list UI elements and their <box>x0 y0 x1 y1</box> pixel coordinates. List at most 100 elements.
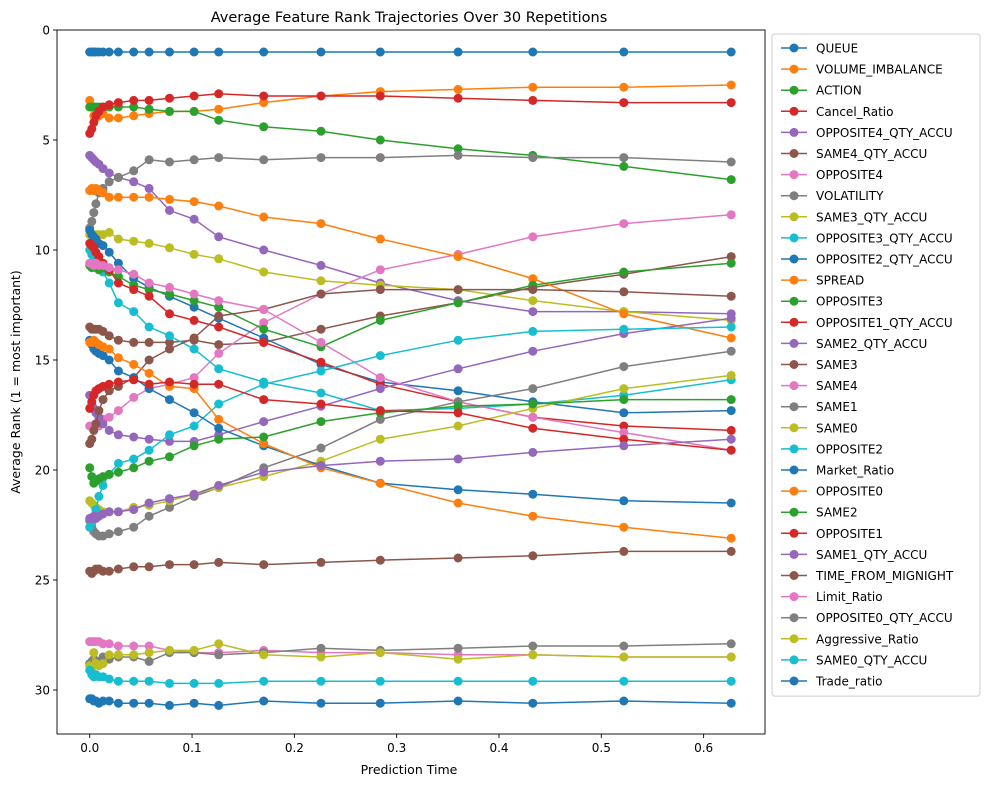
legend-label: VOLUME_IMBALANCE <box>816 63 943 77</box>
data-point <box>375 234 385 244</box>
data-point <box>453 47 463 57</box>
data-point <box>259 245 269 255</box>
data-point <box>375 351 385 361</box>
data-point <box>189 489 199 499</box>
series-Aggressive_Ratio <box>85 639 736 673</box>
data-point <box>726 370 736 380</box>
series-OPPOSITE0 <box>85 335 736 543</box>
legend-swatch-marker <box>789 549 799 559</box>
data-point <box>104 507 114 517</box>
data-point <box>316 388 326 398</box>
data-point <box>528 95 538 105</box>
data-point <box>259 417 269 427</box>
series-SPREAD <box>85 183 736 343</box>
data-point <box>113 641 123 651</box>
legend-label: SAME1 <box>816 400 858 414</box>
data-point <box>94 406 104 416</box>
data-point <box>113 406 123 416</box>
legend-label: Aggressive_Ratio <box>816 632 919 646</box>
data-point <box>453 654 463 664</box>
legend-item: Trade_ratio <box>781 675 883 689</box>
data-point <box>113 527 123 537</box>
data-point <box>98 419 108 429</box>
data-point <box>619 522 629 532</box>
data-point <box>129 562 139 572</box>
data-point <box>528 423 538 433</box>
data-point <box>619 98 629 108</box>
data-point <box>528 698 538 708</box>
data-point <box>259 212 269 222</box>
data-point <box>129 359 139 369</box>
series-SAME0_QTY_ACCU <box>85 665 736 688</box>
data-point <box>259 379 269 389</box>
data-point <box>104 47 114 57</box>
legend-item: OPPOSITE4 <box>781 168 883 182</box>
data-point <box>726 652 736 662</box>
data-point <box>189 315 199 325</box>
legend-swatch-marker <box>789 254 799 264</box>
data-point <box>528 447 538 457</box>
data-point <box>144 562 154 572</box>
legend-swatch-marker <box>789 212 799 222</box>
data-point <box>619 153 629 163</box>
data-point <box>129 111 139 121</box>
data-point <box>165 678 174 688</box>
data-point <box>214 348 224 358</box>
data-point <box>214 254 224 264</box>
data-point <box>129 676 139 686</box>
data-point <box>144 434 154 444</box>
data-point <box>98 47 108 57</box>
data-point <box>98 696 108 706</box>
data-point <box>104 168 114 178</box>
data-point <box>214 104 224 114</box>
data-point <box>619 309 629 319</box>
legend-label: Market_Ratio <box>816 464 894 478</box>
legend-label: Trade_ratio <box>815 675 883 689</box>
legend-label: OPPOSITE1_QTY_ACCU <box>816 316 953 330</box>
data-point <box>214 434 224 444</box>
data-point <box>375 135 385 145</box>
data-point <box>189 560 199 570</box>
data-point <box>316 153 326 163</box>
data-point <box>144 47 154 57</box>
data-point <box>726 333 736 343</box>
legend-label: SAME2_QTY_ACCU <box>816 337 927 351</box>
data-point <box>316 366 326 376</box>
data-point <box>113 698 123 708</box>
legend-swatch-marker <box>789 275 799 285</box>
data-point <box>189 421 199 431</box>
data-point <box>375 265 385 275</box>
data-point <box>165 502 174 512</box>
legend-label: SAME3 <box>816 358 858 372</box>
data-point <box>129 47 139 57</box>
data-point <box>104 566 114 576</box>
data-point <box>316 47 326 57</box>
data-point <box>104 355 114 365</box>
data-point <box>316 698 326 708</box>
y-tick-label: 5 <box>42 134 50 148</box>
data-point <box>129 166 139 176</box>
data-point <box>144 238 154 248</box>
legend-item: OPPOSITE4_QTY_ACCU <box>781 126 953 140</box>
data-point <box>189 698 199 708</box>
data-point <box>726 322 736 332</box>
data-point <box>214 650 224 660</box>
data-point <box>104 379 114 389</box>
data-point <box>528 676 538 686</box>
data-point <box>726 157 736 167</box>
data-point <box>165 47 174 57</box>
data-point <box>104 263 114 273</box>
x-tick-label: 0.2 <box>285 741 304 755</box>
legend-item: OPPOSITE1 <box>781 527 883 541</box>
x-tick-label: 0.5 <box>592 741 611 755</box>
legend-label: OPPOSITE3 <box>816 295 883 309</box>
legend-label: Cancel_Ratio <box>816 105 893 119</box>
legend-swatch-marker <box>789 64 799 74</box>
data-point <box>189 645 199 655</box>
data-point <box>104 425 114 435</box>
data-point <box>129 392 139 402</box>
x-tick-label: 0.1 <box>183 741 202 755</box>
data-point <box>453 252 463 262</box>
data-point <box>214 340 224 350</box>
